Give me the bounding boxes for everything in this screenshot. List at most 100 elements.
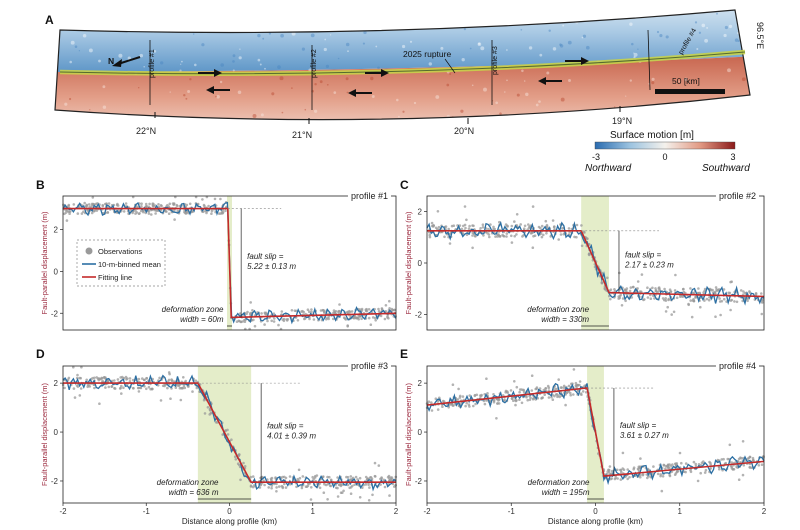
map-speckle-dot xyxy=(651,81,655,85)
map-speckle-dot xyxy=(668,104,671,107)
observation-point xyxy=(487,233,491,236)
observation-point xyxy=(238,319,241,323)
map-speckle-dot xyxy=(706,26,709,29)
observation-point xyxy=(658,289,661,293)
observation-point xyxy=(626,468,629,471)
map-speckle-dot xyxy=(279,24,281,26)
observation-point xyxy=(140,205,143,208)
observation-point xyxy=(621,297,625,300)
observation-point xyxy=(505,235,508,238)
map-speckle-dot xyxy=(633,123,635,125)
map-speckle-dot xyxy=(477,42,482,46)
north-label: N xyxy=(108,56,114,66)
observation-point xyxy=(166,386,169,390)
observation-point xyxy=(649,297,653,301)
observation-point xyxy=(543,393,546,397)
profile-marker-3: profile #3 xyxy=(491,40,499,105)
observation-point xyxy=(646,476,649,480)
observation-point xyxy=(714,315,717,319)
map-speckle-dot xyxy=(259,63,262,66)
observation-point xyxy=(735,465,738,469)
observation-point xyxy=(353,483,356,487)
map-speckle-dot xyxy=(546,71,550,75)
map-speckle-dot xyxy=(76,10,81,13)
observation-point xyxy=(242,461,245,465)
map-speckle-dot xyxy=(264,67,266,70)
observation-point xyxy=(119,376,122,379)
observation-point xyxy=(492,225,495,229)
legend-box xyxy=(76,239,166,287)
map-speckle-dot xyxy=(633,52,638,57)
map-speckle-dot xyxy=(656,30,660,34)
observation-point xyxy=(72,203,76,206)
fault-slip-label-d: fault slip = xyxy=(267,422,304,431)
observation-point xyxy=(368,476,372,479)
observation-point xyxy=(513,220,516,223)
map-speckle-dot xyxy=(185,97,188,100)
observation-point xyxy=(122,210,126,213)
observation-point xyxy=(572,368,576,371)
fitting-line-d xyxy=(63,382,396,484)
observation-point xyxy=(504,389,508,393)
observation-point xyxy=(322,491,326,495)
observation-point xyxy=(574,381,578,385)
map-speckle-dot xyxy=(535,103,539,107)
observation-point xyxy=(171,379,174,383)
observation-point xyxy=(481,226,485,229)
observation-point xyxy=(141,377,144,380)
observation-point xyxy=(506,391,510,394)
map-speckle-dot xyxy=(430,16,433,19)
observation-point xyxy=(729,464,733,468)
map-speckle-dot xyxy=(686,110,690,115)
observation-point xyxy=(428,235,432,239)
observation-point xyxy=(342,489,345,493)
map-speckle-dot xyxy=(582,34,587,38)
map-speckle-dot xyxy=(523,80,526,82)
observation-point xyxy=(567,384,571,388)
observation-point xyxy=(358,314,362,318)
observation-point xyxy=(371,316,375,319)
observation-point xyxy=(530,231,533,235)
map-speckle-dot xyxy=(413,101,417,105)
observation-point xyxy=(739,457,743,460)
map-speckle-dot xyxy=(110,122,112,124)
observation-point xyxy=(534,387,537,391)
map-speckle-dot xyxy=(92,10,97,14)
observation-point xyxy=(448,242,452,245)
fault-slip-value-e: 3.61 ± 0.27 m xyxy=(620,431,669,440)
map-speckle-dot xyxy=(446,83,450,87)
observation-point xyxy=(492,228,495,231)
map-speckle-dot xyxy=(180,63,182,65)
observation-point xyxy=(167,378,171,382)
map-speckle-dot xyxy=(461,17,466,22)
observation-point xyxy=(461,395,465,398)
observation-point xyxy=(626,477,629,481)
colorbar: Surface motion [m] -3 0 3 Northward Sout… xyxy=(585,130,750,174)
observation-point xyxy=(501,233,504,237)
observation-point xyxy=(578,380,582,383)
profile-title-c: profile #2 xyxy=(719,191,756,201)
ytick-label: 0 xyxy=(418,259,423,268)
observation-point xyxy=(690,315,694,319)
observation-point xyxy=(243,318,246,322)
map-speckle-dot xyxy=(507,115,510,118)
map-speckle-dot xyxy=(744,45,746,48)
observation-point xyxy=(296,319,300,322)
observation-point xyxy=(277,323,280,327)
observation-point xyxy=(567,227,571,230)
observation-point xyxy=(107,385,111,389)
map-speckle-dot xyxy=(292,124,293,125)
observation-point xyxy=(722,297,726,301)
observation-point xyxy=(131,211,134,215)
observation-point xyxy=(282,319,286,323)
observation-point xyxy=(492,398,496,402)
map-profile-label-3: profile #3 xyxy=(492,46,499,75)
map-speckle-dot xyxy=(409,40,413,43)
map-speckle-dot xyxy=(633,56,636,59)
map-speckle-dot xyxy=(178,129,182,133)
map-speckle-dot xyxy=(741,77,746,82)
ylabel-e: Fault-parallel displacement (m) xyxy=(404,383,413,486)
observation-point xyxy=(639,475,642,479)
observation-point xyxy=(80,212,84,215)
observation-point xyxy=(182,376,185,379)
